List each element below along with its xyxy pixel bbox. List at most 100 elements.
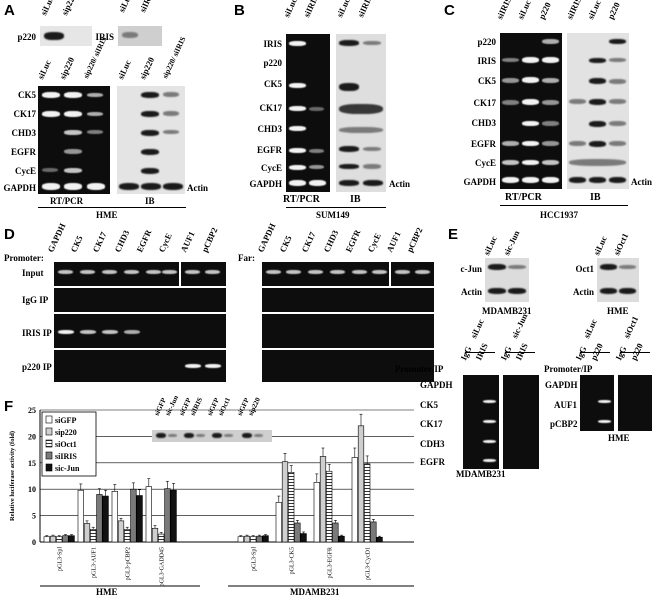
bar xyxy=(83,523,91,543)
bar xyxy=(357,425,365,543)
lane-label: siIRIS xyxy=(564,0,584,21)
lane-label: p220 xyxy=(536,0,553,21)
blot-cjun xyxy=(485,258,529,302)
inset-blot xyxy=(152,430,272,442)
lane-label: siLuc xyxy=(481,234,499,257)
legend-swatch xyxy=(45,451,53,460)
bar xyxy=(250,536,257,543)
chip-header: Promoter/IP xyxy=(395,364,444,374)
row-label: GAPDH xyxy=(545,380,578,390)
bar-chart: 0 5 10 15 20 25 Relative luciferase activity (… xyxy=(9,406,414,587)
cell-line-label: HME xyxy=(608,433,630,443)
lane-label: CK5 xyxy=(277,234,294,254)
bar xyxy=(145,486,152,543)
y-tick-label: 5 xyxy=(32,512,36,521)
panel-label-d: D xyxy=(4,226,15,243)
row-label: Oct1 xyxy=(575,264,595,274)
lane-label: siLuc xyxy=(334,0,352,19)
lane-label: GAPDH xyxy=(45,221,68,254)
legend-swatch xyxy=(45,427,53,436)
row-label: c-Jun xyxy=(460,264,482,274)
gel-chip-far xyxy=(262,262,434,382)
lane-label: siLuc xyxy=(115,58,133,81)
panel-label-f: F xyxy=(4,398,14,415)
legend-label: sic-Jun xyxy=(55,464,80,473)
y-tick-label: 20 xyxy=(28,432,36,441)
lane-label: CK17 xyxy=(90,230,109,254)
lane-label: siOct1 xyxy=(611,231,631,257)
gel-chip-promoter xyxy=(54,262,226,382)
method-label: RT/PCR xyxy=(50,196,84,206)
legend-label: siGFP xyxy=(55,416,76,425)
group-label-hme: HME xyxy=(96,587,118,597)
lane-label: CK5 xyxy=(68,234,85,254)
row-label: CK5 xyxy=(478,76,496,86)
y-tick-label: 15 xyxy=(28,459,36,468)
row-label: CK5 xyxy=(420,400,438,410)
bar xyxy=(49,535,57,543)
row-label: Actin xyxy=(573,287,594,297)
cell-line-label: HME xyxy=(607,306,629,316)
x-tick-label: pGL3-pCBP2 xyxy=(126,547,132,580)
bar xyxy=(275,502,282,543)
lane-label: sip220 xyxy=(57,55,77,81)
blot-ib-b xyxy=(336,34,386,192)
row-label: Actin xyxy=(187,183,208,193)
bar xyxy=(170,489,177,543)
bar xyxy=(262,535,269,543)
cell-line-label: MDAMB231 xyxy=(456,469,506,479)
row-label: CK5 xyxy=(18,90,36,100)
gel-chip-e-right-a xyxy=(580,375,614,431)
lane-label: sip220 xyxy=(137,55,157,81)
bar xyxy=(117,520,125,543)
blot-p220 xyxy=(40,26,92,46)
promoter-label: Promoter: xyxy=(4,253,44,263)
method-label: RT/PCR xyxy=(505,192,542,203)
row-label: GAPDH xyxy=(249,179,283,189)
panel-label-e: E xyxy=(448,226,459,243)
row-label: CK17 xyxy=(13,109,37,119)
row-label: AUF1 xyxy=(554,400,577,410)
bar xyxy=(370,521,377,543)
bar xyxy=(102,495,109,543)
bar xyxy=(96,494,103,543)
row-label: GAPDH xyxy=(463,177,497,187)
y-tick-label: 10 xyxy=(28,485,36,494)
bar xyxy=(77,489,84,543)
group-label-mdamb231: MDAMB231 xyxy=(290,587,340,597)
far-label: Far: xyxy=(238,253,255,263)
row-label: GAPDH xyxy=(420,380,453,390)
gel-rtpcr-a xyxy=(38,86,110,194)
lane-label: siIRIS xyxy=(494,0,514,21)
row-label: Actin xyxy=(461,287,482,297)
lane-label: siLuc xyxy=(38,0,56,17)
x-tick-label: pGL3-AUF1 xyxy=(92,547,98,578)
lane-label: siLuc xyxy=(281,0,299,19)
row-label: EGFR xyxy=(420,457,446,467)
x-tick-label: pGL3-CK5 xyxy=(290,547,296,574)
bar xyxy=(243,535,251,543)
group-label: siLuc xyxy=(581,317,599,340)
lane-label: IgG xyxy=(458,344,474,362)
bar xyxy=(90,529,97,543)
bar xyxy=(288,472,295,543)
lane-label: CHD3 xyxy=(321,228,341,254)
blot-iris xyxy=(118,26,162,46)
lane-label: IgG xyxy=(613,344,629,362)
lane-label: GAPDH xyxy=(255,221,278,254)
bar xyxy=(124,529,131,543)
bar xyxy=(281,461,289,543)
lane-label: CHD3 xyxy=(112,228,132,254)
bar xyxy=(376,536,383,543)
row-label: Input xyxy=(22,268,44,278)
lane-label: sip220 xyxy=(59,0,79,17)
row-label: p220 xyxy=(17,32,36,42)
group-label: sic-Jun xyxy=(509,311,530,340)
row-label: IgG IP xyxy=(22,295,49,305)
chip-header: Promoter/IP xyxy=(544,364,593,374)
bar xyxy=(111,491,118,543)
lane-label: siIRIS xyxy=(301,0,321,19)
lane-label: CycE xyxy=(365,231,383,254)
row-label: IRIS IP xyxy=(22,328,52,338)
method-label: IB xyxy=(145,196,155,206)
